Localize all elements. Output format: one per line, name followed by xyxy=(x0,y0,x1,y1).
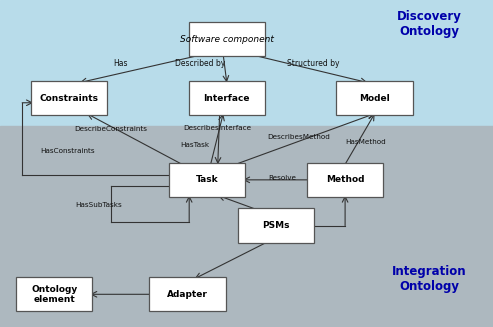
FancyBboxPatch shape xyxy=(188,81,265,115)
Text: Software component: Software component xyxy=(180,35,274,44)
FancyBboxPatch shape xyxy=(307,163,384,197)
FancyBboxPatch shape xyxy=(31,81,107,115)
Text: Ontology
element: Ontology element xyxy=(31,284,77,304)
Text: Model: Model xyxy=(359,94,390,103)
Text: HasConstraints: HasConstraints xyxy=(40,148,95,154)
Text: HasSubTasks: HasSubTasks xyxy=(75,202,122,208)
Bar xyxy=(0,0,493,126)
Text: Method: Method xyxy=(326,175,364,184)
Text: HasTask: HasTask xyxy=(180,142,210,148)
FancyBboxPatch shape xyxy=(336,81,413,115)
FancyBboxPatch shape xyxy=(188,22,265,56)
FancyBboxPatch shape xyxy=(238,209,315,243)
Text: Resolve: Resolve xyxy=(268,175,296,181)
Text: Task: Task xyxy=(196,175,218,184)
Text: Structured by: Structured by xyxy=(287,59,339,68)
Text: Has: Has xyxy=(113,59,128,68)
Text: DescribeConstraints: DescribeConstraints xyxy=(74,127,147,132)
Text: Described by: Described by xyxy=(175,59,225,68)
Text: Integration
Ontology: Integration Ontology xyxy=(391,265,466,293)
FancyBboxPatch shape xyxy=(149,277,226,311)
Text: HasMethod: HasMethod xyxy=(346,139,386,145)
Text: PSMs: PSMs xyxy=(262,221,290,230)
Text: Interface: Interface xyxy=(204,94,250,103)
Bar xyxy=(0,126,493,327)
Text: DescribesMethod: DescribesMethod xyxy=(267,134,330,140)
Text: DescribesInterface: DescribesInterface xyxy=(183,125,251,131)
FancyBboxPatch shape xyxy=(16,277,93,311)
Text: Discovery
Ontology: Discovery Ontology xyxy=(396,10,461,38)
FancyBboxPatch shape xyxy=(169,163,245,197)
Text: Adapter: Adapter xyxy=(167,290,208,299)
Text: Constraints: Constraints xyxy=(39,94,99,103)
